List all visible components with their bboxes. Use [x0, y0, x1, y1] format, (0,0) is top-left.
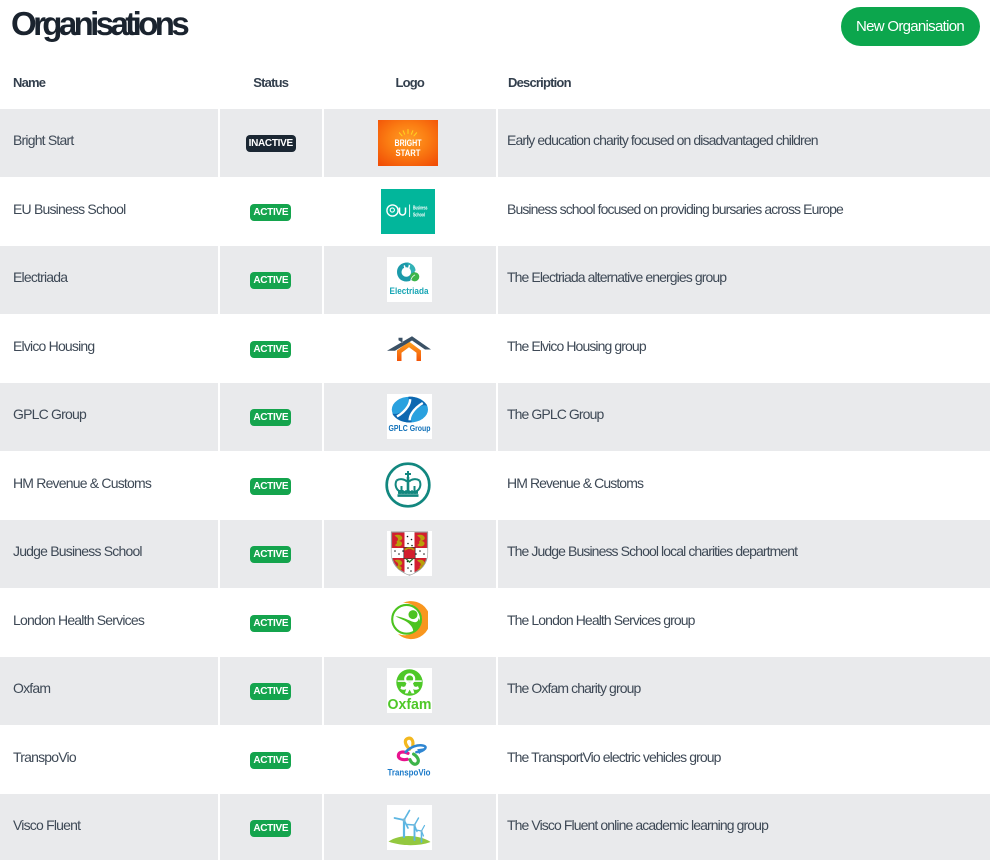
- svg-text:START: START: [396, 148, 421, 159]
- svg-text:TranspoVio: TranspoVio: [387, 768, 431, 778]
- svg-text:GPLC Group: GPLC Group: [389, 425, 431, 434]
- svg-text:Electriada: Electriada: [390, 286, 429, 296]
- svg-text:Business: Business: [413, 205, 428, 211]
- svg-text:School: School: [413, 212, 425, 218]
- svg-text:Oxfam: Oxfam: [388, 697, 432, 713]
- svg-text:BRIGHT: BRIGHT: [395, 138, 422, 149]
